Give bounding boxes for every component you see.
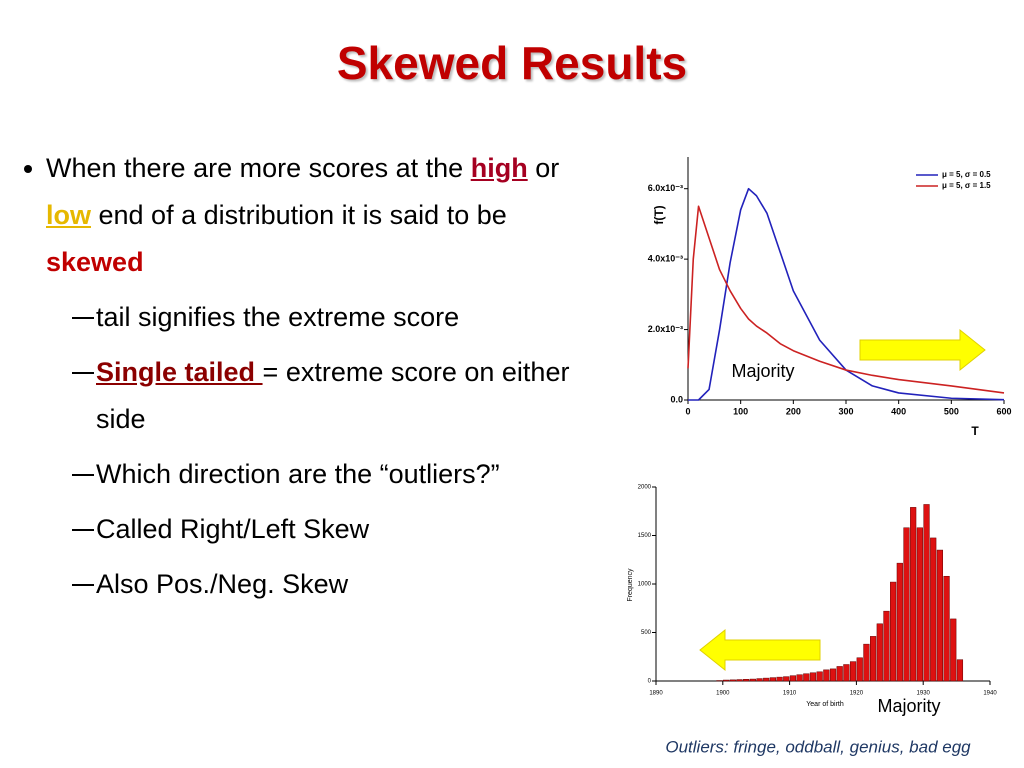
x-tick-label: 1910 xyxy=(783,691,797,697)
text-run: or xyxy=(527,153,560,183)
bar xyxy=(789,675,797,682)
y-tick-label: 0.0 xyxy=(670,394,683,404)
bar xyxy=(769,677,776,682)
y-tick-label: 500 xyxy=(641,630,652,636)
bar xyxy=(796,674,803,682)
sub-bullet: Single tailed = extreme score on either … xyxy=(20,349,610,443)
bar xyxy=(829,668,837,682)
bullet: When there are more scores at the high o… xyxy=(20,145,610,286)
x-tick-label: 1890 xyxy=(649,691,663,697)
annotation: Majority xyxy=(731,361,794,381)
sub-bullet: Also Pos./Neg. Skew xyxy=(20,561,610,608)
x-tick-label: 100 xyxy=(733,406,748,416)
bar xyxy=(883,610,890,682)
bullet-list: When there are more scores at the high o… xyxy=(20,145,610,608)
text-run: end of a distribution it is said to be xyxy=(91,200,507,230)
annotation: Majority xyxy=(877,696,940,716)
arrow-right xyxy=(859,328,986,372)
bar xyxy=(736,679,743,682)
x-tick-label: 300 xyxy=(838,406,853,416)
text-run: skewed xyxy=(46,247,144,277)
x-tick-label: 1900 xyxy=(716,691,730,697)
y-tick-label: 6.0x10⁻³ xyxy=(648,183,683,193)
bar xyxy=(823,669,830,682)
bar xyxy=(903,527,910,682)
bar xyxy=(843,664,850,682)
arrow-left xyxy=(699,628,821,672)
y-tick-label: 4.0x10⁻³ xyxy=(648,254,683,264)
bar xyxy=(776,676,783,682)
bar xyxy=(923,504,930,682)
y-tick-label: 2000 xyxy=(638,485,652,491)
sub-bullet: Called Right/Left Skew xyxy=(20,506,610,553)
bar xyxy=(956,659,964,682)
bar xyxy=(876,623,883,682)
text-run: low xyxy=(46,200,91,230)
bar xyxy=(870,636,877,682)
bar xyxy=(910,507,917,682)
x-axis-label: T xyxy=(971,424,979,438)
text-run: Single tailed xyxy=(96,357,263,387)
bar xyxy=(816,671,823,682)
legend-label: μ = 5, σ = 0.5 xyxy=(942,170,991,179)
bar xyxy=(809,672,817,682)
bar xyxy=(743,679,750,682)
x-tick-label: 600 xyxy=(996,406,1011,416)
bullet-dash xyxy=(72,372,94,374)
bar xyxy=(950,618,957,682)
text-run: tail signifies the extreme score xyxy=(96,302,460,332)
bar xyxy=(763,677,770,682)
bullet-dash xyxy=(72,317,94,319)
text-run: When there are more scores at the xyxy=(46,153,471,183)
text-run: Also Pos./Neg. Skew xyxy=(96,569,349,599)
y-tick-label: 1500 xyxy=(638,533,652,539)
y-tick-label: 1000 xyxy=(638,582,652,588)
bullet-dash xyxy=(72,474,94,476)
y-axis-label: Frequency xyxy=(627,568,634,602)
bar xyxy=(849,661,857,682)
x-tick-label: 1940 xyxy=(983,691,997,697)
line-series xyxy=(688,187,1005,401)
bar xyxy=(749,678,756,682)
y-axis-label: f(T) xyxy=(652,205,666,224)
x-tick-label: 400 xyxy=(891,406,906,416)
bar xyxy=(856,657,863,682)
x-tick-label: 200 xyxy=(786,406,801,416)
bar xyxy=(803,673,810,682)
x-tick-label: 1930 xyxy=(917,691,931,697)
bar xyxy=(936,549,943,682)
bullet-dash xyxy=(72,529,94,531)
x-tick-label: 500 xyxy=(944,406,959,416)
caption: Outliers: fringe, oddball, genius, bad e… xyxy=(665,737,971,756)
bar xyxy=(723,679,730,682)
bar xyxy=(729,679,736,682)
bar xyxy=(916,527,923,682)
bar xyxy=(896,562,903,682)
bar xyxy=(756,678,763,682)
y-tick-label: 2.0x10⁻³ xyxy=(648,324,683,334)
x-axis-label: Year of birth xyxy=(806,701,844,708)
legend-label: μ = 5, σ = 1.5 xyxy=(942,181,991,190)
text-run: high xyxy=(470,153,528,183)
x-tick-label: 0 xyxy=(685,406,690,416)
line-series xyxy=(687,205,1005,394)
bar xyxy=(943,575,950,682)
slide-title: Skewed Results xyxy=(336,37,688,89)
sub-bullet: Which direction are the “outliers?” xyxy=(20,451,610,498)
sub-bullet: tail signifies the extreme score xyxy=(20,294,610,341)
bar xyxy=(836,666,843,682)
x-tick-label: 1920 xyxy=(850,691,864,697)
text-run: = extreme score on either side xyxy=(96,357,570,434)
text-run: Which direction are the “outliers?” xyxy=(96,459,500,489)
bar xyxy=(863,643,870,682)
bar xyxy=(930,537,937,682)
bullet-dash xyxy=(72,584,94,586)
text-run: Called Right/Left Skew xyxy=(96,514,370,544)
bullet-dot xyxy=(24,165,32,173)
bar xyxy=(783,676,790,682)
bar xyxy=(890,581,897,682)
y-tick-label: 0 xyxy=(648,679,652,685)
